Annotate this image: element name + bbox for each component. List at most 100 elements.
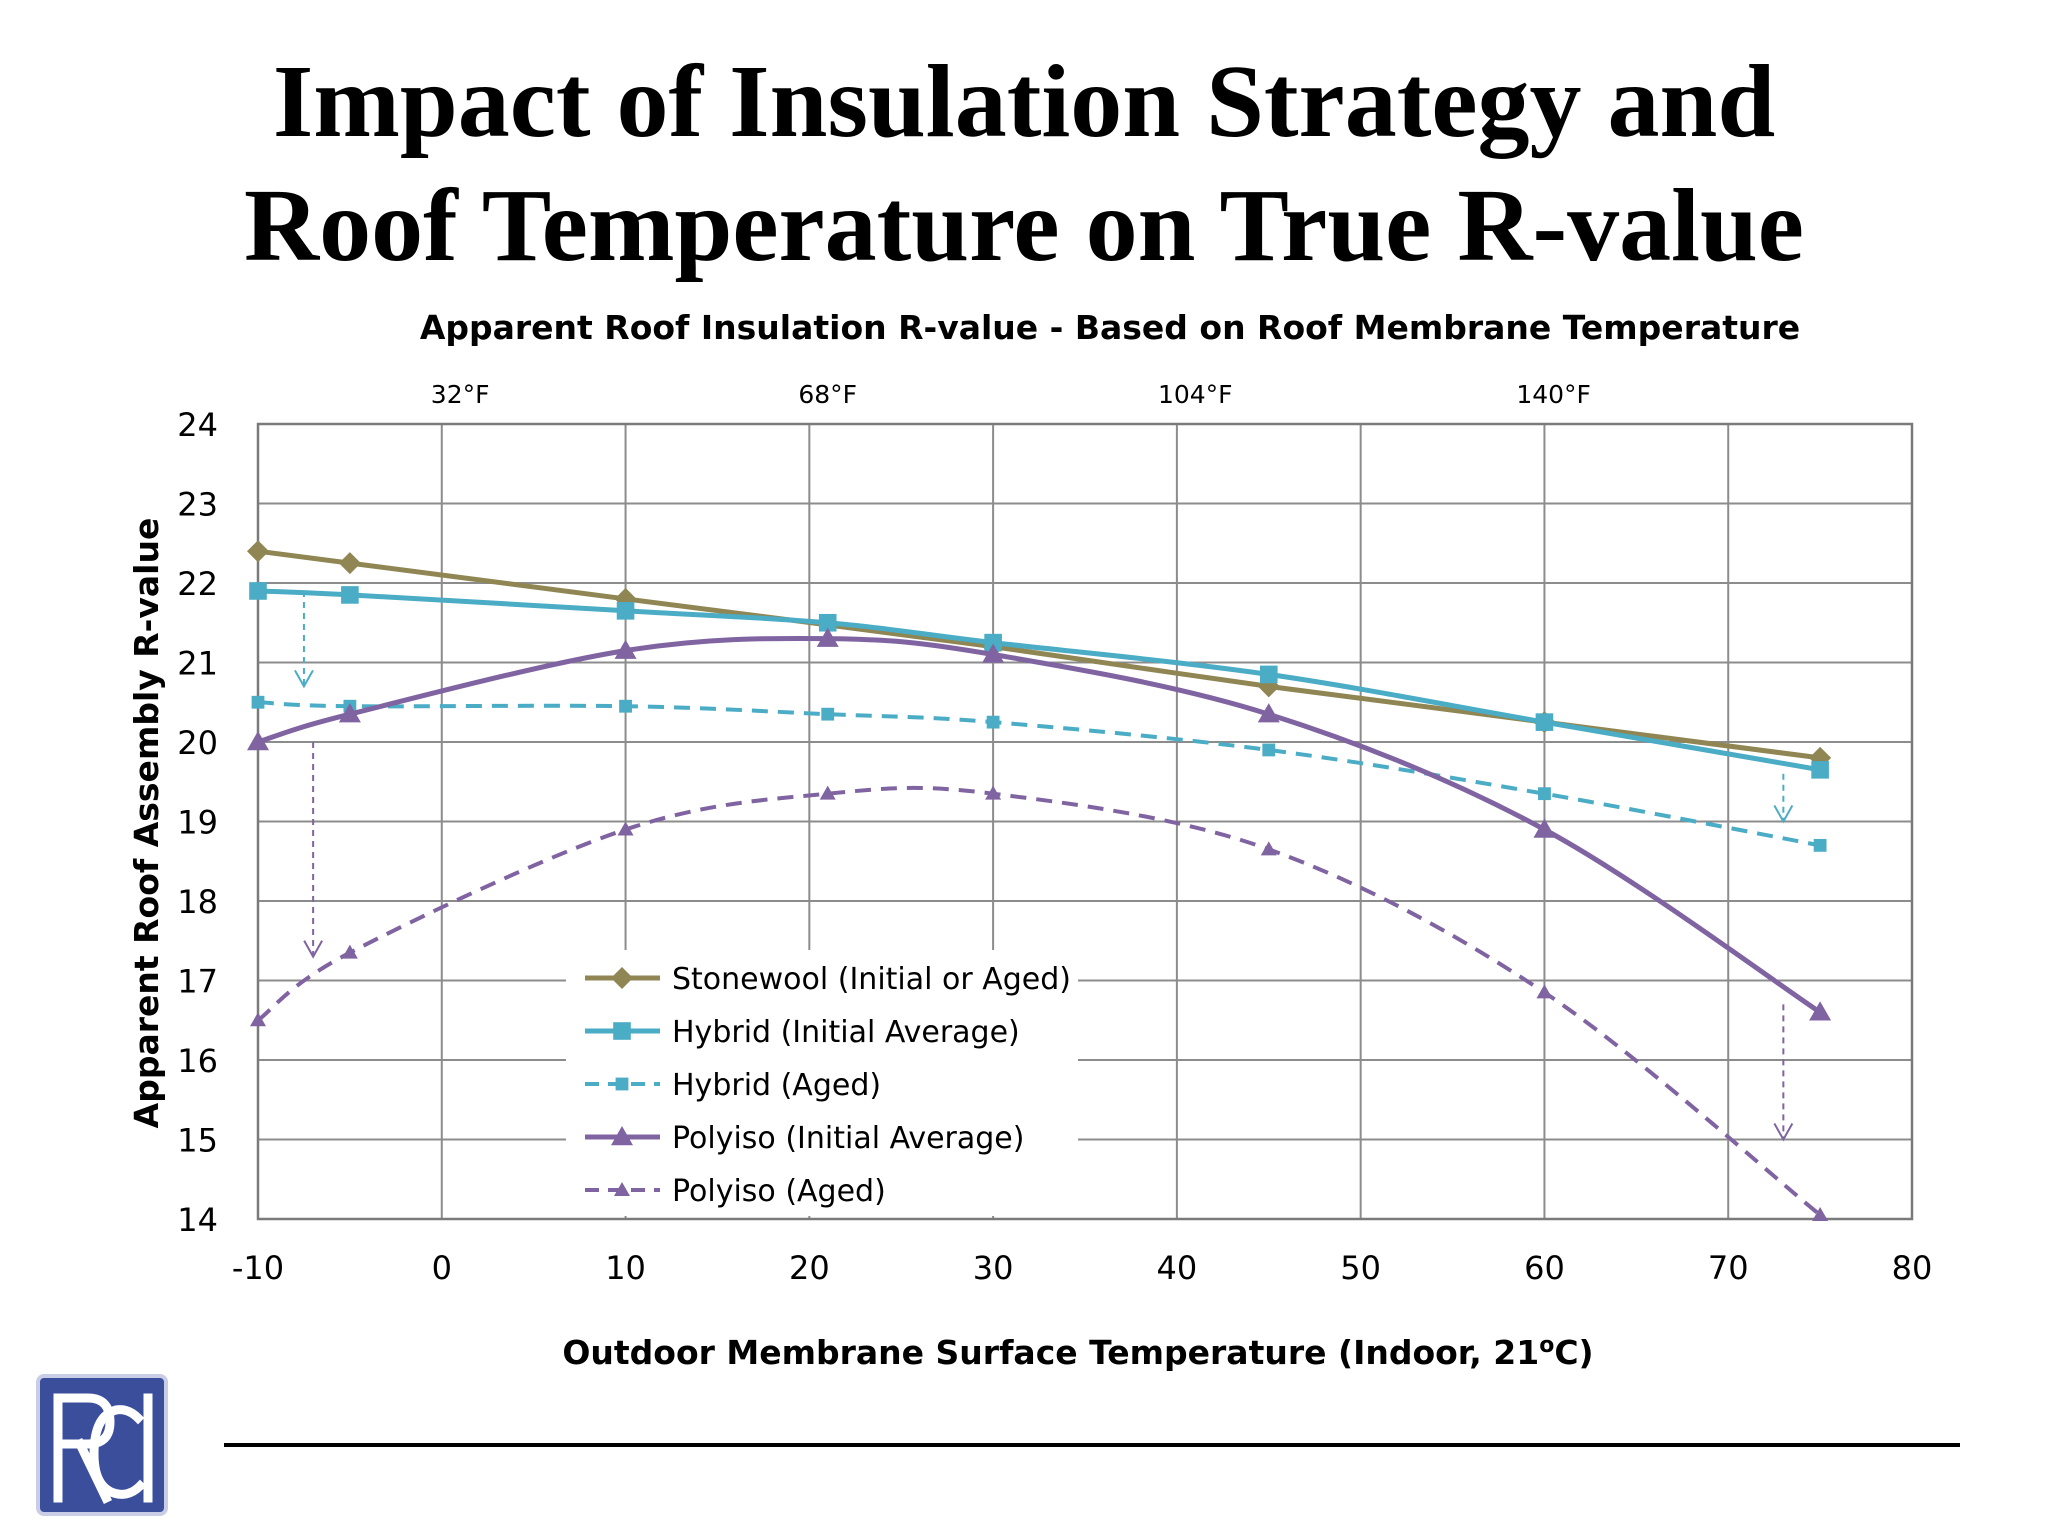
annotation-arrow bbox=[1773, 1004, 1794, 1142]
data-point bbox=[251, 695, 265, 709]
top-axis-label: 68°F bbox=[798, 380, 857, 409]
slide-title-line-2: Roof Temperature on True R-value bbox=[244, 168, 1804, 283]
data-point bbox=[819, 785, 836, 800]
data-point bbox=[1535, 713, 1554, 731]
x-tick-label: 0 bbox=[432, 1249, 452, 1287]
data-point bbox=[818, 613, 837, 632]
chart-arrows bbox=[294, 590, 1794, 1142]
arrow-head bbox=[1773, 1123, 1794, 1142]
x-tick-label: -10 bbox=[232, 1249, 284, 1287]
x-tick-label: 70 bbox=[1708, 1249, 1749, 1287]
x-axis-label: Outdoor Membrane Surface Temperature (In… bbox=[562, 1333, 1593, 1372]
top-axis-label: 32°F bbox=[431, 380, 490, 409]
legend-label: Polyiso (Aged) bbox=[672, 1174, 886, 1209]
x-tick-label: 60 bbox=[1524, 1249, 1565, 1287]
legend-item: Stonewool (Initial or Aged) bbox=[585, 962, 1071, 997]
legend-label: Hybrid (Aged) bbox=[672, 1068, 881, 1103]
data-point bbox=[341, 586, 359, 604]
data-point bbox=[1812, 1207, 1829, 1222]
chart-gridlines bbox=[256, 422, 1914, 1221]
chart-title: Apparent Roof Insulation R-value - Based… bbox=[420, 308, 1800, 347]
annotation-arrow bbox=[294, 590, 314, 689]
arrow-head bbox=[1773, 805, 1794, 824]
data-point bbox=[1813, 838, 1827, 852]
data-point bbox=[1538, 787, 1551, 801]
data-point bbox=[1809, 1001, 1832, 1021]
y-tick-label: 19 bbox=[177, 804, 218, 842]
chart-top-axis: 32°F 68°F 104°F 140°F bbox=[431, 380, 1591, 409]
chart-y-axis-ticks: 14 15 16 17 18 19 20 21 22 23 24 bbox=[177, 406, 218, 1239]
plot-frame bbox=[256, 422, 1914, 1221]
annotation-arrow bbox=[303, 742, 324, 959]
data-point bbox=[338, 703, 361, 723]
footer-rule bbox=[224, 1443, 1960, 1447]
data-point bbox=[1262, 743, 1276, 757]
y-tick-label: 24 bbox=[177, 406, 218, 444]
data-point bbox=[986, 715, 1000, 729]
legend-item: Hybrid (Aged) bbox=[585, 1068, 881, 1103]
rci-logo bbox=[36, 1374, 168, 1516]
data-point bbox=[1260, 841, 1277, 856]
top-axis-label: 140°F bbox=[1516, 380, 1591, 409]
legend-item: Polyiso (Aged) bbox=[585, 1174, 886, 1209]
annotation-arrow bbox=[1773, 773, 1794, 824]
legend-marker bbox=[613, 1022, 631, 1040]
data-point bbox=[1536, 984, 1553, 999]
slide-title: Impact of Insulation Strategy and Roof T… bbox=[0, 40, 2048, 288]
legend-marker bbox=[615, 1077, 629, 1091]
x-tick-label: 50 bbox=[1340, 1249, 1381, 1287]
chart-series bbox=[247, 540, 1832, 1222]
data-point bbox=[1259, 665, 1278, 684]
data-point bbox=[338, 552, 361, 575]
series-4 bbox=[247, 627, 1832, 1021]
legend-label: Polyiso (Initial Average) bbox=[672, 1121, 1024, 1156]
y-tick-label: 23 bbox=[177, 486, 218, 524]
legend-item: Hybrid (Initial Average) bbox=[585, 1015, 1020, 1050]
y-tick-label: 18 bbox=[177, 883, 218, 921]
x-tick-label: 10 bbox=[605, 1249, 646, 1287]
legend-box bbox=[566, 950, 1078, 1216]
y-tick-label: 17 bbox=[177, 963, 218, 1001]
x-axis-label-main: Outdoor Membrane Surface Temperature (In… bbox=[562, 1333, 1539, 1372]
chart-legend: Stonewool (Initial or Aged) Hybrid (Initi… bbox=[566, 950, 1078, 1216]
x-tick-label: 80 bbox=[1892, 1249, 1933, 1287]
data-point bbox=[982, 643, 1005, 663]
data-point bbox=[614, 639, 637, 659]
data-point bbox=[247, 540, 269, 563]
y-tick-label: 22 bbox=[177, 565, 218, 603]
series-line bbox=[257, 700, 1821, 848]
legend-label: Hybrid (Initial Average) bbox=[672, 1015, 1020, 1050]
data-point bbox=[250, 1012, 266, 1027]
x-tick-label: 40 bbox=[1157, 1249, 1198, 1287]
y-tick-label: 14 bbox=[177, 1201, 218, 1239]
legend-label: Stonewool (Initial or Aged) bbox=[672, 962, 1071, 997]
y-tick-label: 20 bbox=[177, 724, 218, 762]
data-point bbox=[341, 944, 358, 959]
legend-marker bbox=[614, 1182, 630, 1196]
arrow-head bbox=[294, 669, 314, 689]
data-point bbox=[821, 707, 835, 721]
y-tick-label: 16 bbox=[177, 1042, 218, 1080]
data-point bbox=[1811, 761, 1829, 779]
data-point bbox=[1533, 818, 1556, 838]
arrow-head bbox=[303, 940, 324, 959]
series-5 bbox=[250, 785, 1829, 1222]
data-point bbox=[247, 731, 269, 751]
y-tick-label: 21 bbox=[177, 645, 218, 683]
data-point bbox=[984, 633, 1002, 652]
legend-item: Polyiso (Initial Average) bbox=[585, 1121, 1024, 1156]
slide-title-line-1: Impact of Insulation Strategy and bbox=[272, 44, 1776, 159]
x-axis-label-superscript: o bbox=[1539, 1333, 1554, 1358]
legend-marker bbox=[611, 1126, 633, 1146]
data-point bbox=[617, 821, 634, 836]
data-point bbox=[816, 627, 839, 647]
legend-marker bbox=[611, 967, 633, 989]
y-axis-label: Apparent Roof Assembly R-value bbox=[127, 518, 166, 1129]
series-3 bbox=[251, 695, 1827, 852]
series-1 bbox=[247, 540, 1832, 769]
x-axis-label-suffix: C) bbox=[1554, 1333, 1593, 1372]
data-point bbox=[249, 582, 267, 600]
y-tick-label: 15 bbox=[177, 1122, 218, 1160]
x-tick-label: 30 bbox=[973, 1249, 1014, 1287]
